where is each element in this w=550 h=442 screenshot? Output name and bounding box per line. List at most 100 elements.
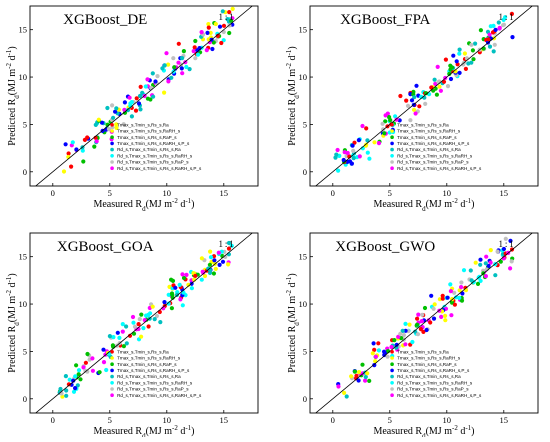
data-point [334,152,339,157]
chart-panel: 0 5 10 15 0 5 10 15 XGBoost_GOA 1 : 1 Measured Rd(… [5,232,259,440]
legend-label: Tmax_s,Tmin_s,Rs_s,RaP_s [397,135,457,140]
data-point [418,327,423,332]
data-point [342,390,347,395]
legend-marker [390,374,394,379]
data-point [180,272,185,277]
data-point [466,61,471,66]
data-point [497,25,502,30]
legend-marker [110,393,114,398]
data-point [229,18,234,23]
data-point [443,318,448,323]
data-point [352,140,357,145]
chart-panel: 0 5 10 15 0 5 10 15 XGBoost_DE 1 : 1 Measured Rd(M… [5,5,259,213]
data-point [413,111,418,116]
data-point [419,319,424,324]
data-point [454,59,459,64]
data-point [393,114,398,119]
data-point [486,263,491,269]
data-point [144,313,149,318]
data-point [403,342,408,347]
data-point [66,382,71,387]
legend-label: Rd_s,Tmax_s,Tmin_s,Rs_s,RaRH_s,P_s [117,166,202,171]
data-point [193,38,198,44]
legend-label: Rd_s,Tmax_s,Tmin_s,Rs_s,RaP_s [117,387,189,392]
data-point [212,258,217,263]
data-point [415,316,420,321]
data-point [473,41,478,46]
scatter-points [61,6,235,174]
data-point [352,369,357,374]
data-point [503,15,508,20]
data-point [372,347,377,352]
legend-label: Rd_s,Tmax_s,Tmin_s,Rs_s,RaRH_s,P_s [397,166,482,171]
data-point [117,335,122,340]
data-point [496,20,501,25]
data-point [114,106,119,111]
data-point [208,255,214,260]
data-point [73,374,78,379]
data-point [157,309,162,315]
data-point [189,286,194,291]
one-to-one-line [315,233,533,413]
legend-marker [110,362,114,367]
data-point [226,262,231,267]
data-point [111,335,116,340]
one-to-one-line [35,233,253,413]
legend: Tmax_s,Tmin_s,Rs_s,Ra Tmax_s,Tmin_s,Rs_s,… [390,122,482,171]
data-point [461,62,466,67]
data-point [423,101,428,106]
data-point [354,373,359,378]
data-point [166,62,171,67]
data-point [432,77,437,82]
panel-title: XGBoost_FPA [340,12,430,28]
data-point [148,311,153,316]
data-point [199,29,204,35]
data-point [372,140,377,145]
one-to-one-label: 1 : 1 [499,239,514,249]
data-point [193,273,198,278]
data-point [363,378,368,383]
data-point [71,389,77,394]
data-point [408,118,413,123]
data-point [360,362,365,367]
data-point [176,41,181,46]
data-point [469,278,474,283]
data-point [478,28,483,33]
plot-frame [29,5,259,187]
data-point [508,266,513,271]
y-tick-label: 5 [23,119,27,129]
y-tick-label: 0 [23,394,27,404]
data-point [93,122,98,127]
data-point [475,281,481,286]
data-point [85,351,90,357]
legend: Tmax_s,Tmin_s,Rs_s,Ra Tmax_s,Tmin_s,Rs_s,… [390,349,482,398]
data-point [74,363,79,368]
legend-marker [110,160,114,164]
y-axis-label: Predicted Rd(MJ m-2 d-1) [5,273,21,372]
data-point [344,394,349,399]
data-point [227,10,232,15]
data-point [141,326,146,331]
data-point [193,56,198,61]
data-point [483,274,488,279]
data-point [211,271,216,276]
data-point [437,84,442,89]
legend-marker [390,160,394,164]
data-point [336,384,341,389]
data-point [154,313,159,319]
legend-label: Rd_s,Tmax_s,Tmin_s,Rs_s,RaRH_s [397,153,473,158]
data-point [448,289,453,294]
data-point [81,159,86,164]
data-point [191,49,196,54]
data-point [219,40,224,46]
data-point [76,372,81,377]
data-point [478,278,483,283]
y-tick-label: 5 [23,346,27,356]
data-point [148,97,153,102]
data-point [122,107,127,112]
legend-marker [110,374,114,379]
data-point [449,65,455,70]
data-point [487,44,493,49]
data-point [213,21,218,27]
data-point [94,139,99,144]
